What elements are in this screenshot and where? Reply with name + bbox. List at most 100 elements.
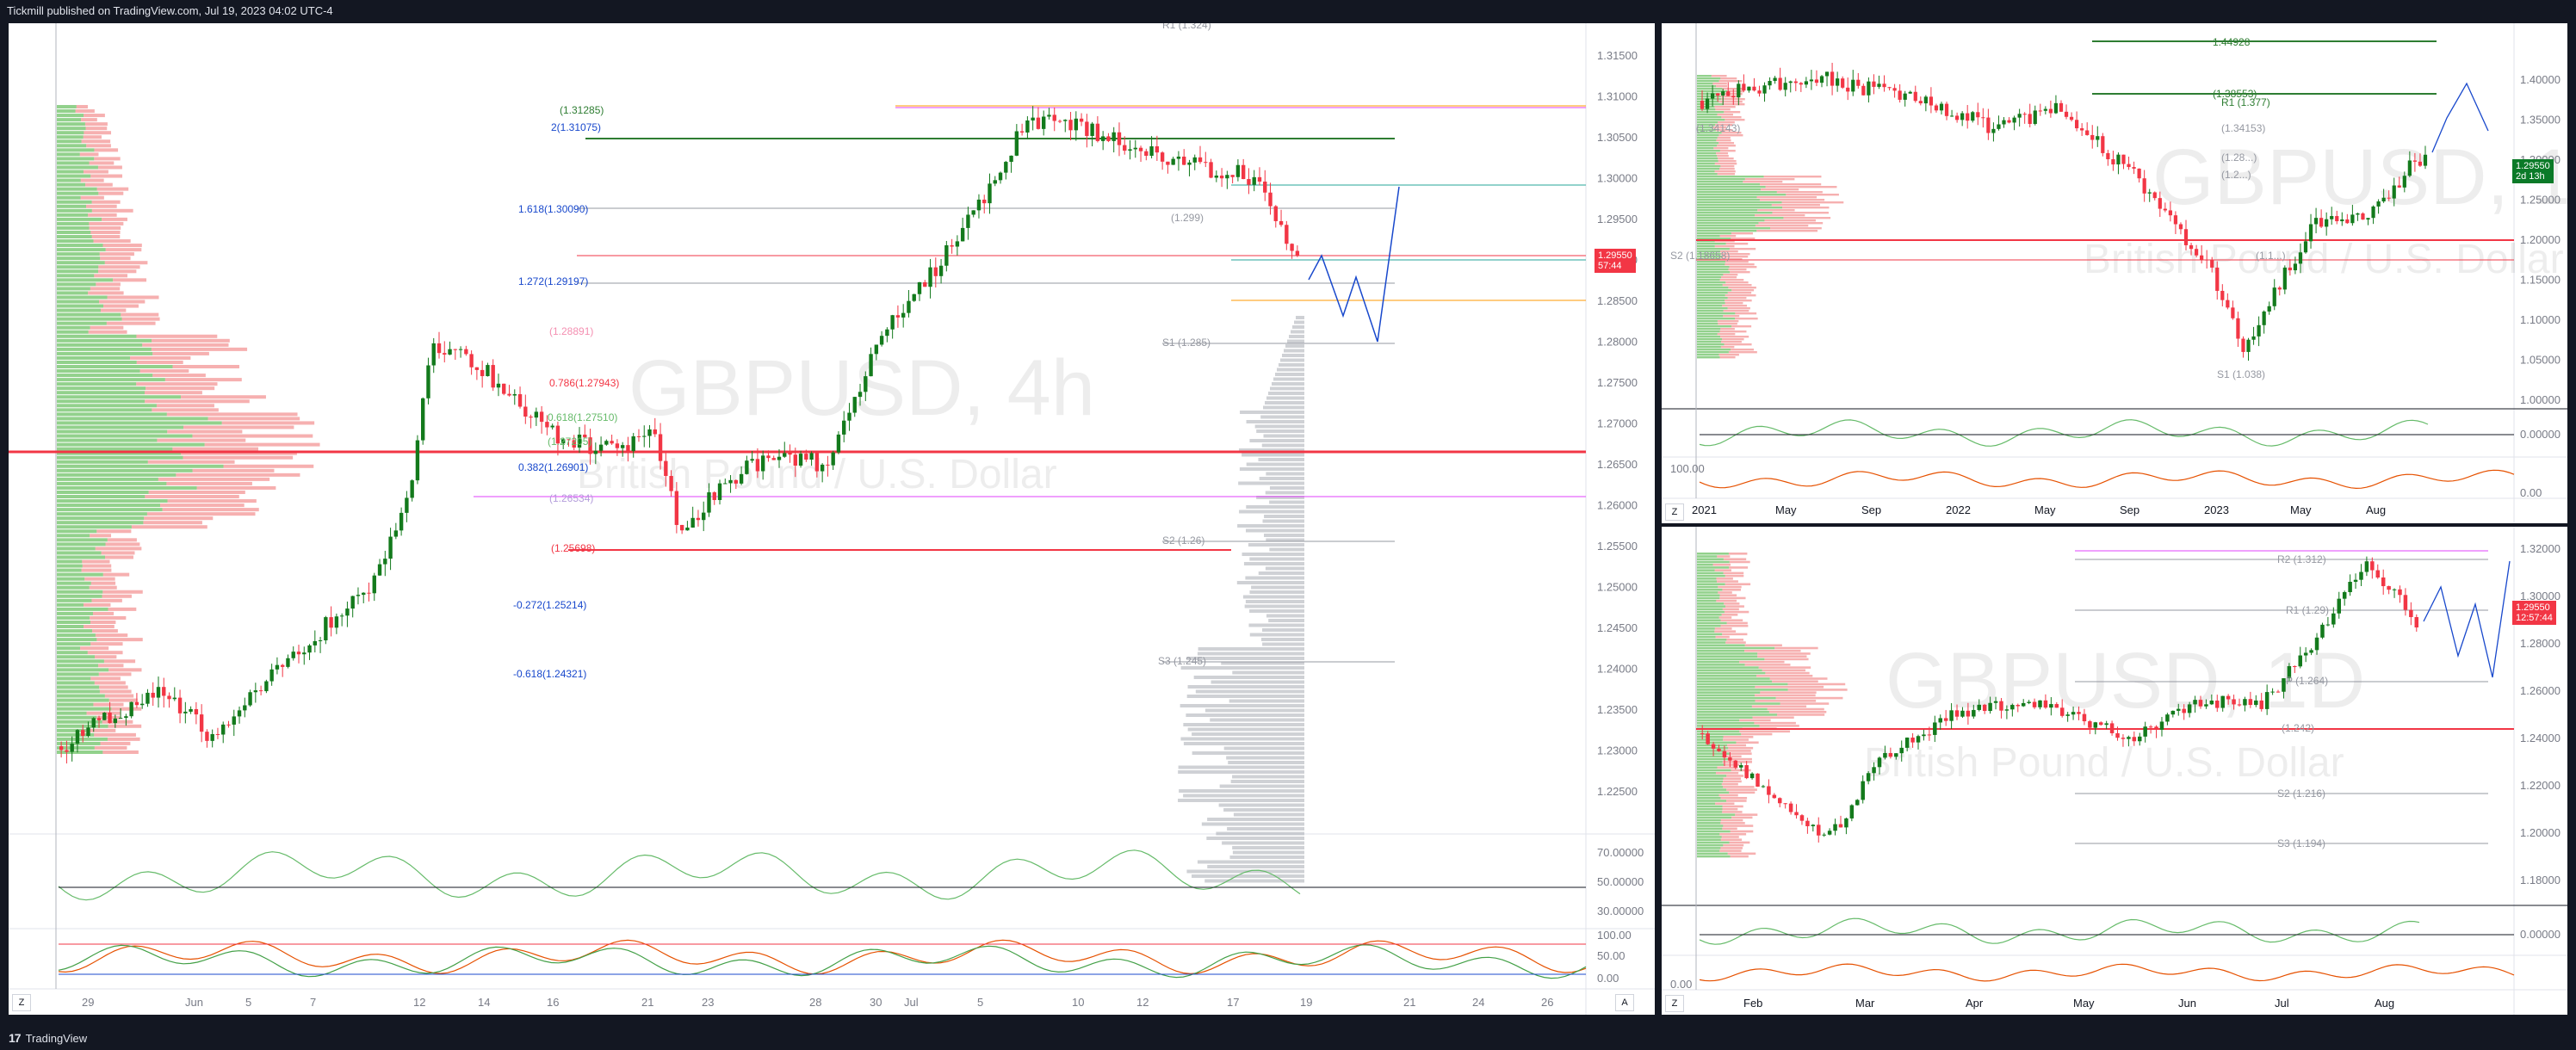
volume-profile-bar-1w bbox=[1697, 356, 1720, 359]
candle-1w bbox=[2220, 290, 2225, 300]
volume-profile-bar bbox=[85, 127, 108, 131]
volume-profile-bar-1w bbox=[1717, 333, 1736, 336]
session-volume-bar bbox=[1246, 420, 1304, 423]
candle-1d bbox=[2309, 650, 2313, 653]
session-volume-bar bbox=[1242, 595, 1304, 599]
candle-4h bbox=[1031, 117, 1035, 120]
price-tick: 1.26000 bbox=[1597, 499, 1638, 512]
volume-profile-bar bbox=[104, 261, 148, 265]
volume-profile-bar-1d bbox=[1767, 707, 1824, 711]
volume-profile-bar-1w bbox=[1720, 341, 1742, 343]
candle-4h bbox=[1095, 123, 1100, 141]
session-volume-bar bbox=[1223, 808, 1304, 812]
volume-profile-bar bbox=[93, 239, 131, 244]
date-tick-1w: Aug bbox=[2366, 503, 2386, 516]
candle-1w bbox=[1846, 87, 1850, 92]
volume-profile-bar-1d bbox=[1697, 788, 1727, 791]
session-volume-bar bbox=[1180, 704, 1304, 707]
volume-profile-bar bbox=[82, 564, 112, 568]
price-tick: 1.27500 bbox=[1597, 376, 1638, 389]
volume-profile-bar bbox=[57, 438, 158, 442]
candle-1w bbox=[2090, 134, 2095, 140]
session-volume-bar bbox=[1258, 458, 1304, 461]
candle-1w bbox=[2158, 198, 2162, 209]
volume-profile-bar bbox=[83, 602, 111, 607]
volume-profile-bar-1d bbox=[1697, 843, 1724, 847]
chart-4h-panel[interactable]: GBPUSD, 4h British Pound / U.S. Dollar (1.… bbox=[9, 23, 1655, 1015]
candle-1w bbox=[2163, 208, 2167, 211]
candle-4h bbox=[734, 479, 739, 484]
candle-1w bbox=[2106, 152, 2110, 160]
candle-1w bbox=[1856, 79, 1861, 86]
volume-profile-bar-1w bbox=[1725, 261, 1749, 263]
pivot-label-1d: P (1.264) bbox=[2286, 675, 2328, 687]
candle-4h bbox=[139, 703, 145, 706]
candle-1d bbox=[2237, 704, 2242, 706]
session-volume-bar bbox=[1277, 368, 1304, 372]
candle-4h bbox=[458, 349, 463, 350]
volume-profile-bar bbox=[57, 213, 89, 217]
volume-profile-bar bbox=[57, 269, 99, 274]
auto-scale-button[interactable]: A bbox=[1615, 994, 1634, 1011]
candle-4h bbox=[118, 718, 123, 720]
volume-profile-bar bbox=[90, 174, 123, 178]
volume-profile-bar bbox=[57, 239, 94, 244]
timezone-button-1w[interactable]: Z bbox=[1665, 503, 1684, 521]
candle-4h bbox=[1042, 116, 1046, 129]
volume-profile-bar-1d bbox=[1724, 763, 1740, 766]
candle-1w bbox=[2226, 300, 2230, 308]
volume-profile-bar-1d bbox=[1730, 830, 1754, 833]
candle-1d bbox=[1977, 704, 1982, 710]
candle-4h bbox=[75, 730, 80, 744]
candle-1d bbox=[1772, 794, 1777, 799]
volume-profile-bar-1w bbox=[1711, 75, 1727, 77]
volume-profile-bar-1d bbox=[1697, 738, 1724, 741]
candle-4h bbox=[1085, 121, 1089, 136]
volume-profile-bar-1d bbox=[1775, 696, 1843, 700]
fib-label: (1.28891) bbox=[549, 325, 593, 337]
timezone-button-1d[interactable]: Z bbox=[1665, 995, 1684, 1012]
volume-profile-bar bbox=[105, 248, 142, 252]
volume-profile-bar bbox=[167, 499, 257, 503]
volume-profile-bar-1d bbox=[1697, 682, 1788, 686]
volume-profile-bar bbox=[57, 317, 122, 321]
candle-1w bbox=[2407, 160, 2412, 176]
volume-profile-bar-1w bbox=[1697, 194, 1786, 196]
volume-profile-bar-1w bbox=[1697, 111, 1725, 114]
volume-profile-bar-1d bbox=[1697, 599, 1717, 602]
candle-4h bbox=[1285, 225, 1289, 244]
volume-profile-bar-1w bbox=[1718, 80, 1743, 83]
volume-profile-bar-1w bbox=[1723, 310, 1749, 312]
volume-profile-bar bbox=[89, 221, 124, 225]
chart-1w-canvas[interactable]: GBPUSD, 1WBritish Pound / U.S. Dollar1.4… bbox=[1662, 23, 2567, 523]
volume-profile-bar bbox=[57, 477, 158, 481]
timezone-button[interactable]: Z bbox=[12, 994, 31, 1011]
volume-profile-bar bbox=[57, 325, 90, 330]
candle-4h bbox=[237, 710, 242, 717]
volume-profile-bar bbox=[99, 689, 132, 694]
candle-4h bbox=[453, 349, 458, 350]
volume-profile-bar bbox=[57, 139, 82, 144]
session-volume-bar bbox=[1226, 756, 1304, 760]
tradingview-brand[interactable]: 17 TradingView bbox=[9, 1031, 87, 1045]
volume-profile-bar-1w bbox=[1697, 173, 1718, 176]
volume-profile-bar-1w bbox=[1697, 330, 1720, 333]
candle-1w bbox=[1726, 91, 1731, 96]
candle-4h bbox=[377, 564, 382, 576]
candle-4h bbox=[1052, 114, 1056, 121]
chart-1w-panel[interactable]: GBPUSD, 1WBritish Pound / U.S. Dollar1.4… bbox=[1662, 23, 2567, 523]
volume-profile-bar-1d bbox=[1697, 786, 1724, 788]
publish-header: Tickmill published on TradingView.com, J… bbox=[0, 0, 2576, 22]
volume-profile-bar-1w bbox=[1697, 333, 1718, 336]
volume-profile-bar bbox=[89, 161, 115, 165]
session-volume-bar bbox=[1266, 396, 1304, 400]
chart-1d-panel[interactable]: GBPUSD, 1D British Pound / U.S. Dollar R2 … bbox=[1662, 527, 2567, 1015]
candle-4h bbox=[486, 365, 490, 377]
volume-profile-bar-1w bbox=[1718, 158, 1734, 160]
session-volume-bar bbox=[1204, 879, 1304, 883]
volume-profile-bar-1d bbox=[1697, 852, 1728, 855]
volume-profile-bar-1w bbox=[1728, 351, 1757, 354]
candle-4h bbox=[664, 460, 668, 477]
